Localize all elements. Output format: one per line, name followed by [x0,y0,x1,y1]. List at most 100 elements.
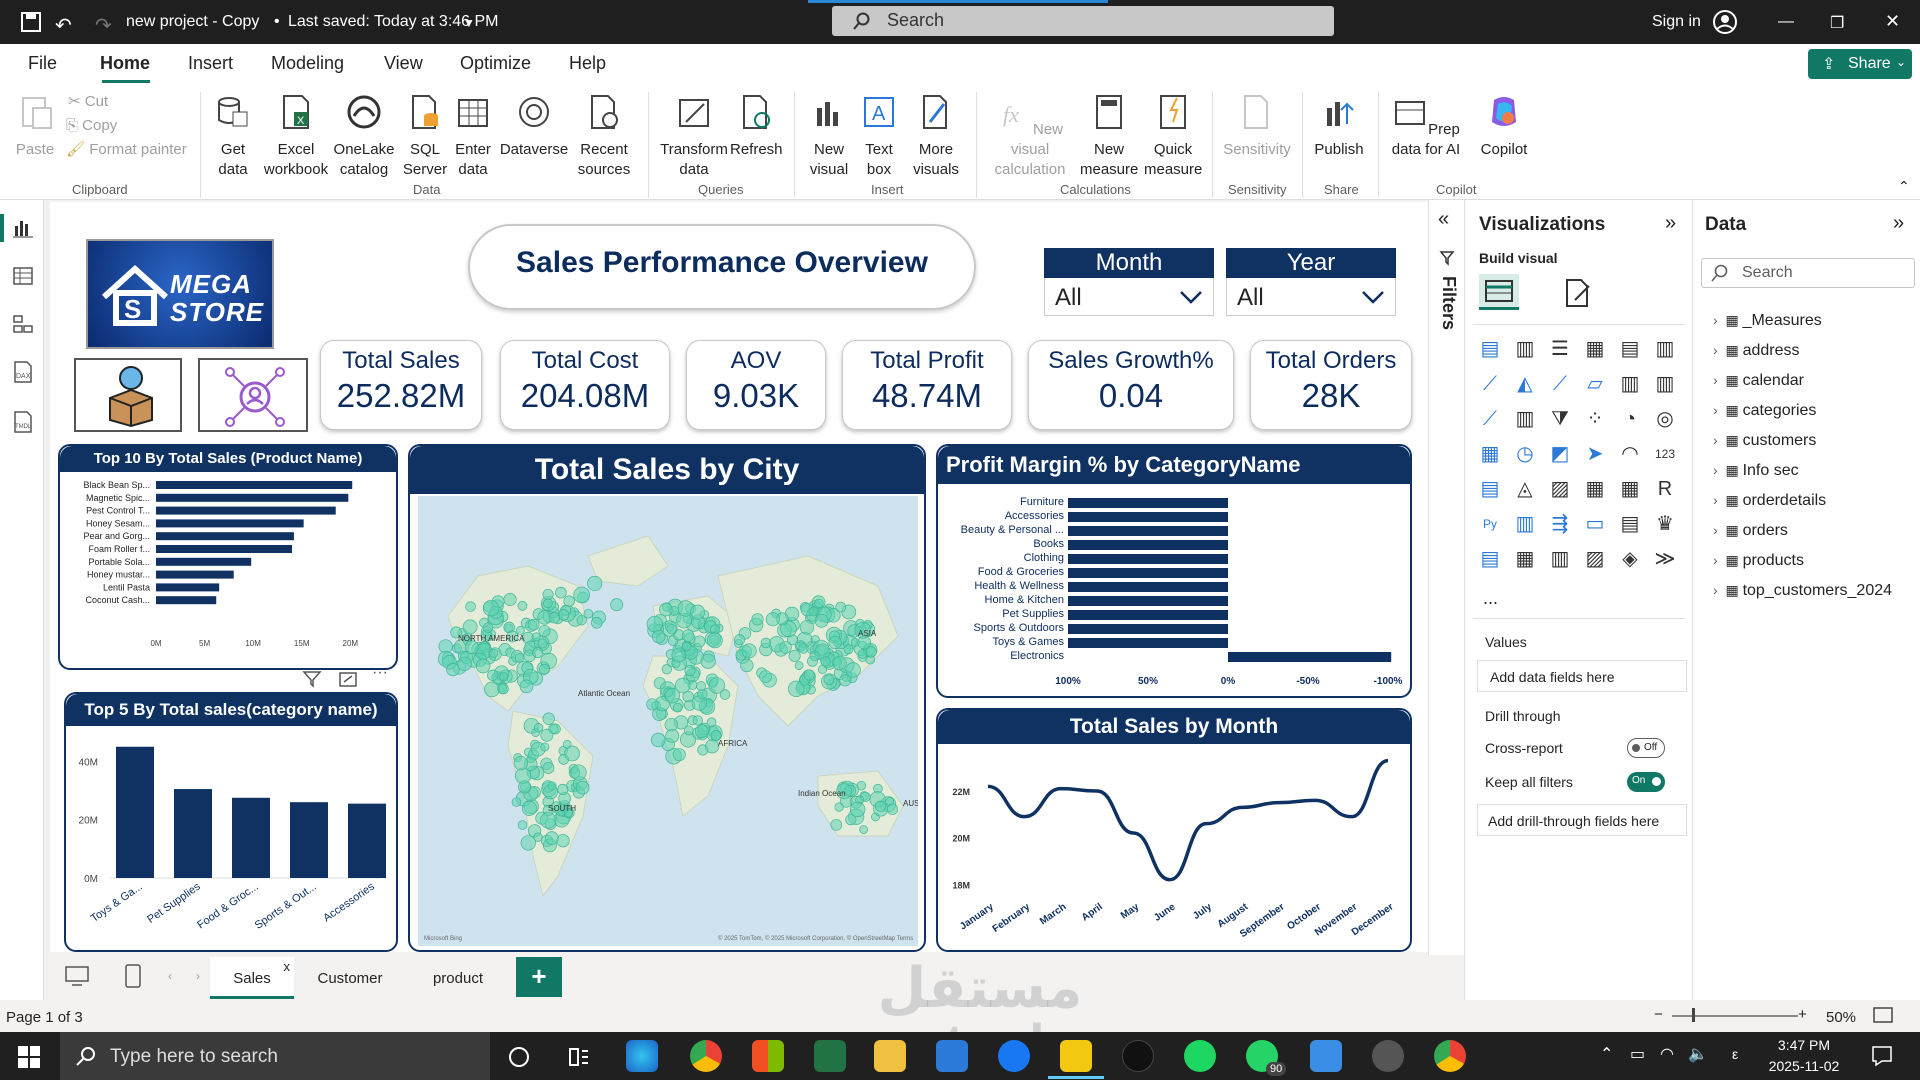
visual-type-icon[interactable]: ⧩ [1551,408,1569,430]
collapse-ribbon-icon[interactable]: ⌃ [1898,178,1910,194]
expand-chevron-icon[interactable]: › [1713,342,1726,358]
outlook-icon[interactable] [936,1040,968,1072]
expand-chevron-icon[interactable]: › [1713,552,1726,568]
collapse-icon[interactable]: » [1665,212,1677,234]
recent-sources-button[interactable]: Recent sources [570,94,638,180]
undo-icon[interactable]: ↶ [55,15,72,37]
collapse-icon[interactable]: » [1893,212,1905,234]
visual-type-icon[interactable]: ◭ [1517,373,1533,395]
month-slicer[interactable]: Month All [1044,248,1214,316]
visual-type-icon[interactable]: ◬ [1517,478,1533,500]
page-tab-customer[interactable]: Customer [300,957,400,999]
close-tab-icon[interactable]: x [283,959,291,974]
delivery-nav-button[interactable] [74,358,182,432]
visual-type-icon[interactable]: ⟋ [1483,373,1497,395]
more-visuals-icon[interactable]: ... [1483,588,1499,608]
report-view-icon[interactable] [13,218,33,238]
volume-icon[interactable]: 🔈 [1688,1046,1708,1063]
add-data-fields-well[interactable]: Add data fields here [1477,660,1687,692]
save-icon[interactable] [20,11,42,33]
photos-icon[interactable] [1310,1040,1342,1072]
share-button[interactable]: Share ⇪ ⌄ [1808,49,1912,79]
input-language-icon[interactable]: ε [1732,1046,1739,1062]
top5-categories-visual[interactable]: Top 5 By Total sales(category name) 0M 20… [64,692,398,952]
menu-insert[interactable]: Insert [188,53,234,73]
chrome-icon[interactable] [690,1040,722,1072]
excel-taskbar-icon[interactable] [814,1040,846,1072]
visual-type-icon[interactable]: ◎ [1656,408,1674,430]
data-table-item[interactable]: › ▦ products [1713,552,1804,570]
data-table-item[interactable]: › ▦ orderdetails [1713,492,1826,510]
data-table-item[interactable]: › ▦ customers [1713,432,1816,450]
dax-query-icon[interactable]: DAX [11,360,35,384]
visual-type-icon[interactable]: ▦ [1585,478,1605,500]
next-page-icon[interactable]: › [196,969,200,983]
data-table-item[interactable]: › ▦ _Measures [1713,312,1822,330]
visual-type-icon[interactable]: ▤ [1480,478,1500,500]
visual-type-icon[interactable]: ▥ [1515,338,1535,360]
filters-pane-collapsed[interactable]: « Filters [1428,200,1464,955]
windows-start-icon[interactable] [18,1046,40,1068]
quick-measure-button[interactable]: Quick measure [1144,94,1202,180]
visual-type-icon[interactable]: ▱ [1587,373,1603,395]
zoom-in-icon[interactable]: + [1798,1006,1807,1023]
clock-date[interactable]: 2025-11-02 [1768,1058,1840,1074]
battery-icon[interactable]: ▭ [1630,1046,1646,1063]
prep-data-button[interactable]: Prep data for AI [1386,94,1466,160]
filters-label[interactable]: Filters [1439,276,1459,331]
sales-by-month-visual[interactable]: Total Sales by Month 18M 20M 22M January Feb… [936,708,1412,952]
format-visual-icon[interactable] [1563,278,1593,308]
visual-type-icon[interactable]: 123 [1654,447,1676,461]
visual-type-icon[interactable]: ⟋ [1483,408,1497,430]
expand-chevron-icon[interactable]: › [1713,312,1726,328]
zoom-out-icon[interactable]: − [1654,1006,1663,1023]
expand-chevron-icon[interactable]: › [1713,402,1726,418]
data-table-item[interactable]: › ▦ categories [1713,402,1816,420]
game-bar-icon[interactable] [1372,1040,1404,1072]
visual-type-icon[interactable]: ➤ [1586,443,1604,465]
visual-type-icon[interactable]: ◠ [1621,443,1639,465]
visual-type-icon[interactable]: ▥ [1620,373,1640,395]
more-visuals-button[interactable]: More visuals [906,94,966,180]
zoom-slider[interactable] [1672,1015,1798,1017]
account-icon[interactable] [1712,9,1738,35]
expand-chevron-icon[interactable]: › [1713,582,1726,598]
page-tab-sales[interactable]: Sales x [210,957,294,999]
data-table-item[interactable]: › ▦ Info sec [1713,462,1799,480]
data-search-input[interactable]: Search [1701,258,1915,288]
tiktok-icon[interactable] [1122,1040,1154,1072]
expand-chevron-icon[interactable]: › [1713,432,1726,448]
visual-type-icon[interactable]: ☰ [1551,338,1569,360]
visual-type-icon[interactable]: ▦ [1620,478,1640,500]
copilot-button[interactable]: Copilot [1474,94,1534,160]
year-slicer[interactable]: Year All [1226,248,1396,316]
onelake-button[interactable]: OneLake catalog [332,94,396,180]
chevron-down-icon[interactable] [1179,290,1203,304]
drill-through-well[interactable]: Add drill-through fields here [1477,804,1687,836]
file-explorer-icon[interactable] [874,1040,906,1072]
top10-products-visual[interactable]: Top 10 By Total Sales (Product Name) Bla… [58,444,398,670]
sales-by-city-map[interactable]: Total Sales by City NORTH AMERICA Atlanti… [408,444,926,952]
data-table-item[interactable]: › ▦ address [1713,342,1800,360]
new-measure-button[interactable]: New measure [1080,94,1138,180]
store-icon[interactable] [752,1040,784,1072]
chevron-down-icon[interactable]: ▼ [463,16,475,30]
expand-chevron-icon[interactable]: › [1713,492,1726,508]
powerbi-taskbar-icon[interactable] [1060,1040,1092,1072]
file-title[interactable]: new project - Copy [126,13,260,30]
menu-view[interactable]: View [384,53,423,73]
data-table-item[interactable]: › ▦ calendar [1713,372,1804,390]
tmdl-view-icon[interactable]: TMDL [11,410,35,434]
tray-chevron-icon[interactable]: ⌃ [1600,1046,1614,1063]
visual-type-icon[interactable]: ⟋ [1553,373,1567,395]
table-view-icon[interactable] [13,266,33,286]
customer-network-button[interactable] [198,358,308,432]
menu-home[interactable]: Home [100,53,151,73]
widgets-icon[interactable] [568,1046,590,1068]
wifi-icon[interactable]: ◠ [1660,1046,1674,1063]
build-visual-tab[interactable] [1479,274,1519,310]
data-table-item[interactable]: › ▦ orders [1713,522,1788,540]
visual-type-icon[interactable]: ◔ [1623,408,1637,430]
menu-help[interactable]: Help [569,53,607,73]
menu-file[interactable]: File [28,53,58,73]
